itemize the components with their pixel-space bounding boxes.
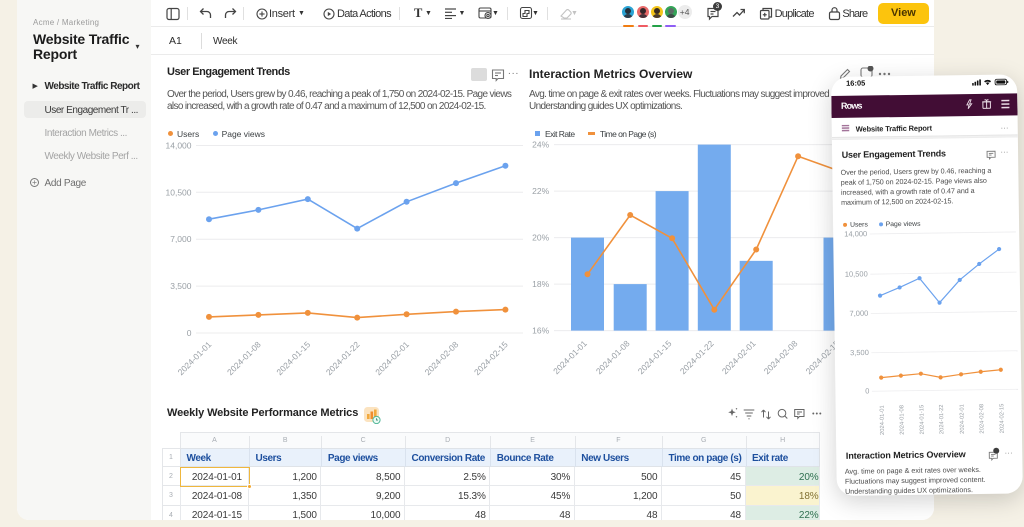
svg-text:2024-01-15: 2024-01-15 (274, 339, 312, 377)
svg-text:14,000: 14,000 (844, 229, 867, 238)
svg-text:2024-02-01: 2024-02-01 (720, 338, 758, 376)
svg-text:14,000: 14,000 (166, 141, 192, 151)
svg-text:2024-01-22: 2024-01-22 (938, 404, 944, 434)
svg-text:2024-02-15: 2024-02-15 (999, 403, 1005, 433)
svg-text:2024-01-15: 2024-01-15 (919, 404, 925, 434)
svg-text:2024-01-01: 2024-01-01 (176, 339, 214, 377)
svg-text:3,500: 3,500 (850, 347, 869, 356)
svg-text:16%: 16% (532, 326, 549, 336)
svg-text:2024-01-01: 2024-01-01 (879, 405, 885, 435)
svg-text:2024-01-22: 2024-01-22 (324, 339, 362, 377)
svg-text:0: 0 (865, 386, 869, 395)
svg-text:10,500: 10,500 (166, 187, 192, 197)
svg-text:24%: 24% (532, 140, 549, 150)
svg-text:2024-01-22: 2024-01-22 (678, 338, 716, 376)
svg-text:2024-01-15: 2024-01-15 (636, 338, 674, 376)
svg-text:2024-02-08: 2024-02-08 (979, 403, 985, 433)
svg-text:7,000: 7,000 (849, 308, 868, 317)
svg-text:22%: 22% (532, 186, 549, 196)
svg-text:2024-01-01: 2024-01-01 (551, 338, 589, 376)
svg-text:2024-01-08: 2024-01-08 (225, 339, 263, 377)
svg-text:2024-01-08: 2024-01-08 (594, 338, 632, 376)
svg-text:20%: 20% (532, 233, 549, 243)
svg-text:2024-02-08: 2024-02-08 (762, 338, 800, 376)
svg-text:2024-02-01: 2024-02-01 (373, 339, 411, 377)
svg-text:2024-02-08: 2024-02-08 (423, 339, 461, 377)
svg-text:2024-02-01: 2024-02-01 (959, 404, 965, 434)
svg-text:18%: 18% (532, 279, 549, 289)
svg-text:0: 0 (187, 328, 192, 338)
svg-text:3,500: 3,500 (170, 281, 192, 291)
svg-text:2024-01-08: 2024-01-08 (899, 404, 905, 434)
svg-text:7,000: 7,000 (170, 234, 192, 244)
svg-text:10,500: 10,500 (844, 269, 867, 278)
svg-text:2024-02-15: 2024-02-15 (472, 339, 510, 377)
